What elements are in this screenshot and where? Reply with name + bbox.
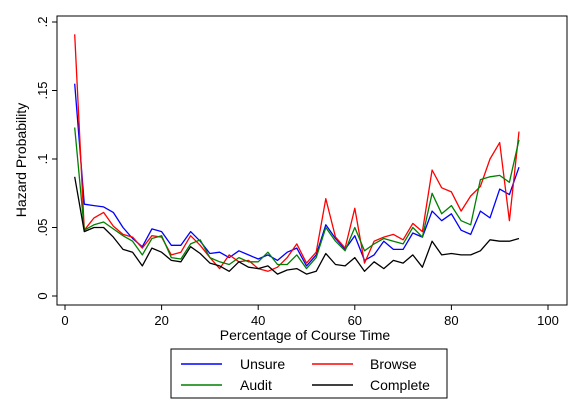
y-tick-label: 0 [35,292,50,299]
legend-label-audit: Audit [240,377,272,393]
y-tick-label: .1 [35,154,50,165]
x-tick-label: 0 [61,313,68,328]
x-tick-label: 80 [444,313,458,328]
y-tick-label: .15 [35,81,50,99]
y-axis-title: Hazard Probability [13,103,29,217]
series-layer [74,34,520,275]
series-points-audit [74,127,520,269]
legend-box [170,348,448,399]
x-tick-label: 40 [251,313,265,328]
legend: Unsure Browse Audit Complete [170,348,448,399]
x-tick-label: 20 [154,313,168,328]
series-points-complete [74,176,520,275]
x-axis: 0 20 40 60 80 100 [61,305,559,328]
plot-frame [56,15,568,306]
y-tick-label: .2 [35,17,50,28]
legend-label-unsure: Unsure [240,356,285,372]
y-tick-label: .05 [35,218,50,236]
x-axis-title: Percentage of Course Time [220,327,391,343]
x-tick-label: 60 [348,313,362,328]
x-tick-label: 100 [537,313,559,328]
y-axis: 0 .05 .1 .15 .2 [35,17,57,300]
series-points-unsure [74,83,520,266]
legend-label-browse: Browse [370,356,417,372]
legend-label-complete: Complete [370,377,430,393]
